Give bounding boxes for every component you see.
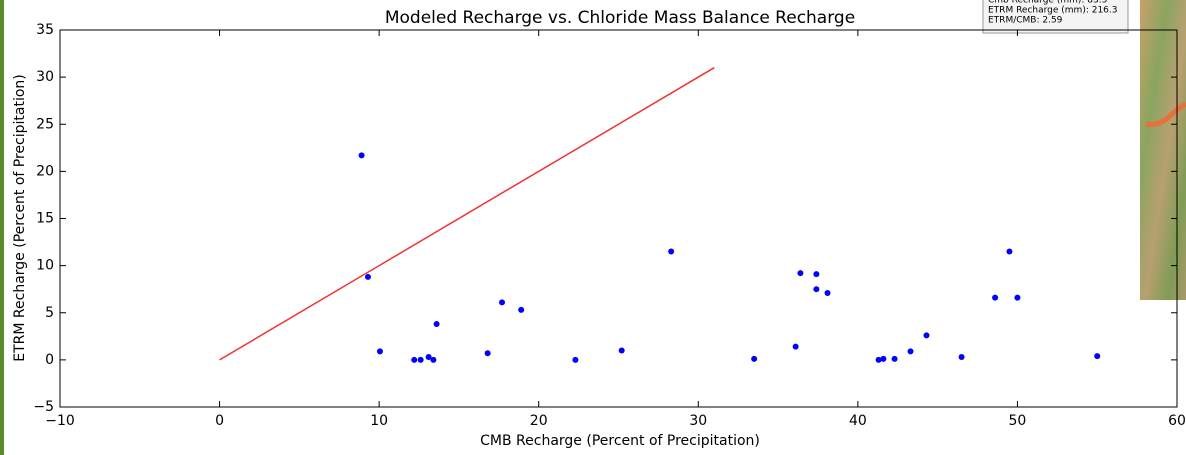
data-point	[418, 357, 424, 363]
data-point	[668, 248, 674, 254]
y-tick-label: 15	[36, 211, 54, 227]
data-point	[430, 357, 436, 363]
map-fragment	[1140, 0, 1186, 300]
y-tick-label: 30	[36, 69, 54, 85]
data-point	[499, 299, 505, 305]
y-tick-label: 5	[45, 305, 54, 321]
info-line: ETRM/CMB: 2.59	[988, 16, 1063, 26]
data-point	[619, 347, 625, 353]
x-tick-label: 30	[689, 413, 707, 429]
info-line: ETRM Recharge (mm): 216.3	[988, 6, 1118, 16]
x-tick-label: 0	[215, 413, 224, 429]
data-point	[572, 357, 578, 363]
data-point	[411, 357, 417, 363]
x-tick-label: −10	[45, 413, 75, 429]
x-tick-label: 40	[849, 413, 867, 429]
data-point	[751, 356, 757, 362]
x-tick-label: 10	[370, 413, 388, 429]
data-point	[359, 152, 365, 158]
data-point	[1094, 353, 1100, 359]
reference-line	[220, 68, 715, 360]
data-point	[377, 348, 383, 354]
y-tick-label: 35	[36, 22, 54, 38]
data-point	[518, 307, 524, 313]
x-axis-label: CMB Recharge (Percent of Precipitation)	[480, 433, 760, 449]
chart-title: Modeled Recharge vs. Chloride Mass Balan…	[385, 8, 855, 28]
x-tick-label: 50	[1009, 413, 1027, 429]
y-tick-label: 20	[36, 163, 54, 179]
data-point	[365, 274, 371, 280]
data-point	[813, 286, 819, 292]
window-edge	[0, 0, 4, 455]
data-point	[825, 290, 831, 296]
y-tick-label: 25	[36, 116, 54, 132]
data-point	[923, 332, 929, 338]
data-point	[892, 356, 898, 362]
page: Cmb Recharge (mm): 83.5ETRM Recharge (mm…	[0, 0, 1186, 455]
data-point	[485, 350, 491, 356]
y-tick-label: 0	[45, 352, 54, 368]
y-tick-label: 10	[36, 258, 54, 274]
chart: Cmb Recharge (mm): 83.5ETRM Recharge (mm…	[0, 0, 1186, 455]
data-point	[1014, 295, 1020, 301]
data-point	[1006, 248, 1012, 254]
data-point	[434, 321, 440, 327]
data-point	[992, 295, 998, 301]
y-tick-label: −5	[33, 399, 54, 415]
data-point	[813, 271, 819, 277]
data-point	[793, 344, 799, 350]
x-tick-label: 20	[530, 413, 548, 429]
data-point	[908, 348, 914, 354]
data-point	[959, 354, 965, 360]
data-point	[880, 356, 886, 362]
plot-frame	[60, 30, 1177, 407]
data-point	[797, 270, 803, 276]
x-tick-label: 60	[1168, 413, 1186, 429]
y-axis-label: ETRM Recharge (Percent of Precipitation)	[12, 74, 28, 361]
